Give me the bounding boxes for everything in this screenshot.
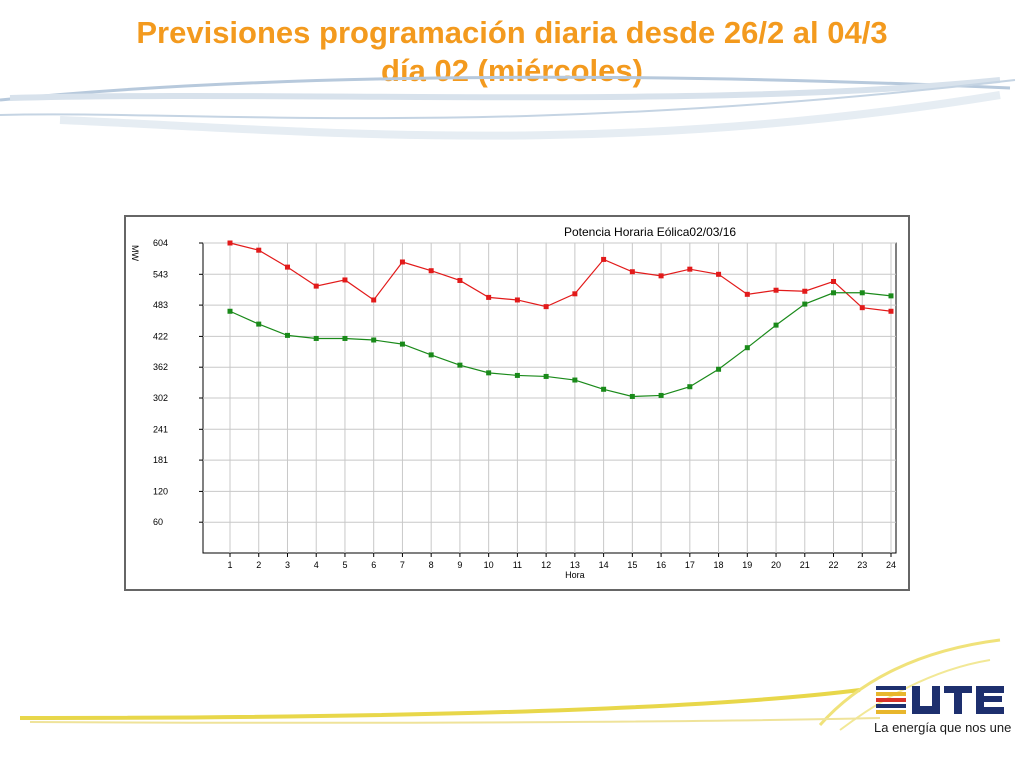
x-tick-label: 1 xyxy=(227,560,232,570)
slide-title: Previsiones programación diaria desde 26… xyxy=(0,14,1024,90)
x-tick-label: 15 xyxy=(627,560,637,570)
series-1-point xyxy=(629,269,635,275)
series-1-point xyxy=(773,287,779,293)
x-tick-label: 6 xyxy=(371,560,376,570)
x-tick-label: 16 xyxy=(656,560,666,570)
series-2-point xyxy=(687,384,693,390)
series-2-point xyxy=(744,345,750,351)
x-tick-label: 18 xyxy=(714,560,724,570)
series-1-point xyxy=(399,259,405,265)
x-tick-label: 2 xyxy=(256,560,261,570)
series-2-point xyxy=(371,337,377,343)
series-1-point xyxy=(371,297,377,303)
series-2-point xyxy=(428,352,434,358)
series-1-point xyxy=(256,247,262,253)
series-1-point xyxy=(313,283,319,289)
series-2-point xyxy=(888,293,894,299)
slide-title-line2: día 02 (miércoles) xyxy=(381,53,643,88)
x-tick-label: 9 xyxy=(457,560,462,570)
series-line-1 xyxy=(229,242,892,312)
x-tick-label: 22 xyxy=(829,560,839,570)
series-1-point xyxy=(716,271,722,277)
series-2-point xyxy=(514,372,520,378)
x-tick-label: 8 xyxy=(429,560,434,570)
series-1-point xyxy=(457,277,463,283)
y-tick-label: 60 xyxy=(153,517,163,527)
decorative-swoosh-bottom xyxy=(19,638,1001,731)
x-tick-label: 23 xyxy=(857,560,867,570)
series-2-point xyxy=(486,370,492,376)
series-1-point xyxy=(342,277,348,283)
series-1-point xyxy=(687,266,693,272)
y-tick-label: 543 xyxy=(153,269,168,279)
series-1-point xyxy=(888,308,894,314)
x-tick-label: 20 xyxy=(771,560,781,570)
logo-tagline: La energía que nos une xyxy=(874,720,1012,735)
decorative-swoosh-top xyxy=(0,75,1016,140)
series-1-point xyxy=(802,288,808,294)
series-1-point xyxy=(859,305,865,311)
y-axis-label: MW xyxy=(130,245,140,261)
series-2-point xyxy=(227,308,233,314)
y-tick-label: 483 xyxy=(153,300,168,310)
series-2-point xyxy=(572,377,578,383)
x-tick-label: 12 xyxy=(541,560,551,570)
y-tick-label: 181 xyxy=(153,455,168,465)
series-2-point xyxy=(256,321,262,327)
series-2-point xyxy=(342,335,348,341)
series-1-point xyxy=(227,240,233,246)
x-tick-label: 3 xyxy=(285,560,290,570)
series-1-point xyxy=(744,291,750,297)
chart-title: Potencia Horaria Eólica02/03/16 xyxy=(564,225,736,239)
series-2-point xyxy=(802,301,808,307)
y-tick-label: 422 xyxy=(153,331,168,341)
series-2-point xyxy=(313,335,319,341)
series-1-point xyxy=(658,273,664,279)
series-2-point xyxy=(399,341,405,347)
x-tick-label: 14 xyxy=(599,560,609,570)
x-tick-label: 17 xyxy=(685,560,695,570)
ute-logo xyxy=(876,686,1004,714)
series-2-point xyxy=(773,322,779,328)
series-2-point xyxy=(284,332,290,338)
series-2-point xyxy=(831,290,837,296)
series-2-point xyxy=(716,366,722,372)
x-tick-label: 24 xyxy=(886,560,896,570)
series-line-2 xyxy=(229,292,892,398)
x-axis-label: Hora xyxy=(565,570,585,580)
series-1-point xyxy=(831,278,837,284)
x-tick-label: 21 xyxy=(800,560,810,570)
y-tick-label: 120 xyxy=(153,486,168,496)
series-1-point xyxy=(543,304,549,310)
series-2-point xyxy=(543,373,549,379)
x-tick-label: 13 xyxy=(570,560,580,570)
series-1-point xyxy=(572,291,578,297)
x-tick-label: 5 xyxy=(342,560,347,570)
y-tick-label: 241 xyxy=(153,424,168,434)
series-1-point xyxy=(428,268,434,274)
series-2-point xyxy=(658,392,664,398)
y-tick-label: 302 xyxy=(153,393,168,403)
series-1-point xyxy=(486,294,492,300)
x-tick-label: 19 xyxy=(742,560,752,570)
x-tick-label: 4 xyxy=(314,560,319,570)
series-2-point xyxy=(457,362,463,368)
slide-title-line1: Previsiones programación diaria desde 26… xyxy=(136,15,888,50)
series-2-point xyxy=(601,386,607,392)
x-tick-label: 11 xyxy=(513,560,522,570)
series-1-point xyxy=(284,264,290,270)
series-2-point xyxy=(859,290,865,296)
wind-power-chart: 60 120 181 241 302 362 422 483 543 604 1 2 3 4 5 6 7 8 9 10… xyxy=(124,215,910,591)
x-tick-label: 10 xyxy=(484,560,494,570)
x-tick-label: 7 xyxy=(400,560,405,570)
y-tick-label: 604 xyxy=(153,238,168,248)
series-2-point xyxy=(629,393,635,399)
series-1-point xyxy=(601,256,607,262)
series-1-point xyxy=(514,297,520,303)
y-tick-label: 362 xyxy=(153,362,168,372)
